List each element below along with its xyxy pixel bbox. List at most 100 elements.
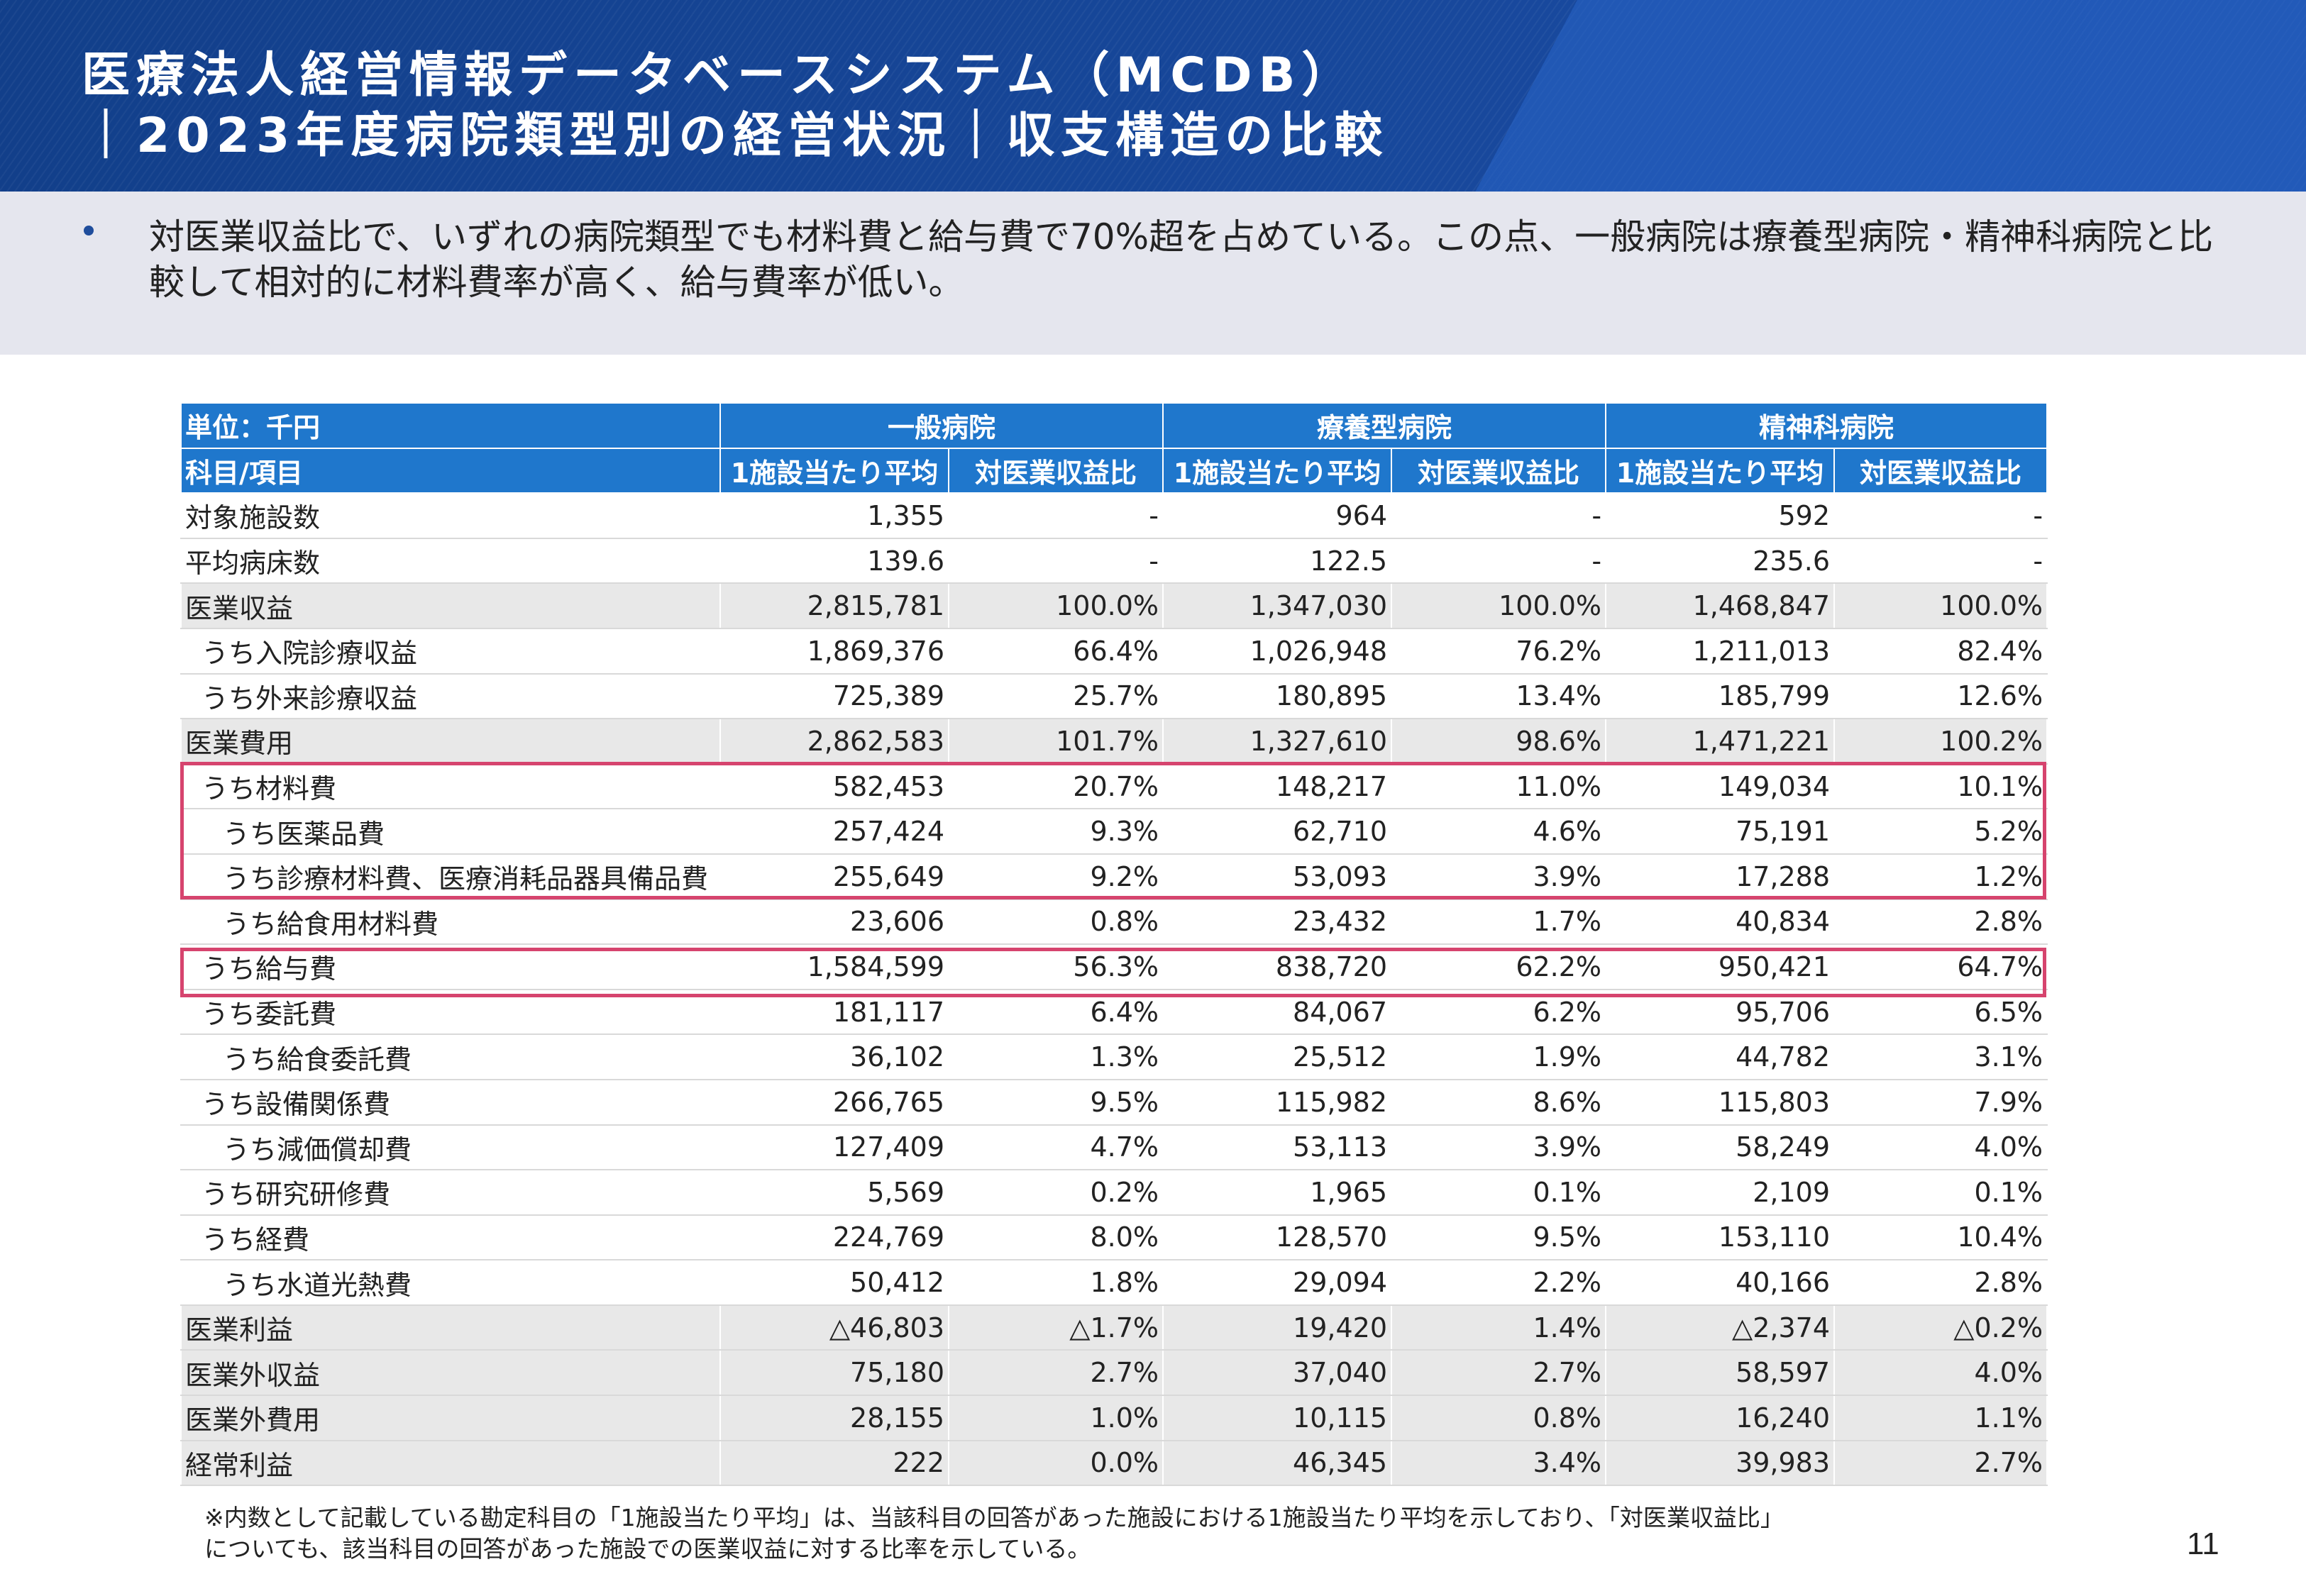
group-general-hospital: 一般病院 bbox=[719, 402, 1164, 449]
subheader-row: 科目/項目 1施設当たり平均 対医業収益比 1施設当たり平均 対医業収益比 1施… bbox=[180, 447, 2048, 494]
cell-average: 62,710 bbox=[1162, 808, 1393, 855]
group-psychiatric-hospital: 精神科病院 bbox=[1605, 402, 2048, 449]
footnote-line: ※内数として記載している勘定科目の「1施設当たり平均」は、当該科目の回答があった… bbox=[204, 1504, 1784, 1531]
subheader-average: 1施設当たり平均 bbox=[1605, 447, 1836, 494]
row-label: うち研究研修費 bbox=[180, 1169, 721, 1216]
footnote: ※内数として記載している勘定科目の「1施設当たり平均」は、当該科目の回答があった… bbox=[204, 1502, 1784, 1565]
cell-average: 255,649 bbox=[719, 853, 949, 900]
cell-average: 10,115 bbox=[1162, 1395, 1393, 1441]
table-row: 医業費用 2,862,583 101.7% 1,327,610 98.6% 1,471,2… bbox=[180, 718, 2048, 765]
cell-average: △46,803 bbox=[719, 1304, 949, 1351]
row-label: うち外来診療収益 bbox=[180, 672, 721, 720]
cell-average: 1,347,030 bbox=[1162, 582, 1393, 629]
cell-average: 1,471,221 bbox=[1605, 718, 1836, 765]
cell-average: 1,468,847 bbox=[1605, 582, 1836, 629]
cell-ratio: 4.0% bbox=[1833, 1124, 2048, 1171]
cell-average: 40,834 bbox=[1605, 898, 1836, 946]
cell-ratio: 0.0% bbox=[947, 1439, 1164, 1487]
table-row: うち設備関係費 266,765 9.5% 115,982 8.6% 115,803 7.9% bbox=[180, 1078, 2048, 1126]
cell-average: 128,570 bbox=[1162, 1214, 1393, 1261]
title-bar: 医療法人経営情報データベースシステム（MCDB） ｜2023年度病院類型別の経営… bbox=[0, 0, 2306, 192]
cell-ratio: - bbox=[947, 492, 1164, 539]
cell-ratio: 2.8% bbox=[1833, 1259, 2048, 1306]
cell-average: 37,040 bbox=[1162, 1349, 1393, 1397]
row-label: うち材料費 bbox=[180, 763, 721, 810]
group-long-term-care-hospital: 療養型病院 bbox=[1162, 402, 1607, 449]
cell-average: 224,769 bbox=[719, 1214, 949, 1261]
cell-ratio: 2.7% bbox=[1391, 1349, 1607, 1397]
row-label: 医業利益 bbox=[180, 1304, 721, 1351]
row-label: 経常利益 bbox=[180, 1439, 721, 1487]
cell-average: 950,421 bbox=[1605, 943, 1836, 990]
subheader-average: 1施設当たり平均 bbox=[1162, 447, 1393, 494]
table-row: 医業外収益 75,180 2.7% 37,040 2.7% 58,597 4.0% bbox=[180, 1349, 2048, 1397]
cell-average: 44,782 bbox=[1605, 1033, 1836, 1080]
cell-ratio: 64.7% bbox=[1833, 943, 2048, 990]
cell-average: 838,720 bbox=[1162, 943, 1393, 990]
table-row: うち給食委託費 36,102 1.3% 25,512 1.9% 44,782 3.1% bbox=[180, 1033, 2048, 1080]
table-row: うち減価償却費 127,409 4.7% 53,113 3.9% 58,249 4.0% bbox=[180, 1124, 2048, 1171]
cell-average: 222 bbox=[719, 1439, 949, 1487]
cell-ratio: 56.3% bbox=[947, 943, 1164, 990]
row-label: 平均病床数 bbox=[180, 537, 721, 584]
cell-ratio: 13.4% bbox=[1391, 672, 1607, 720]
cell-ratio: 2.7% bbox=[947, 1349, 1164, 1397]
row-label: うち給食委託費 bbox=[180, 1033, 721, 1080]
table-row: うち給食用材料費 23,606 0.8% 23,432 1.7% 40,834 2.8% bbox=[180, 898, 2048, 946]
row-label: 医業費用 bbox=[180, 718, 721, 765]
table-row: 対象施設数 1,355-964-592- bbox=[180, 492, 2048, 539]
cell-ratio: 100.0% bbox=[1833, 582, 2048, 629]
cell-average: 58,249 bbox=[1605, 1124, 1836, 1171]
cell-average: 50,412 bbox=[719, 1259, 949, 1306]
cell-ratio: 1.4% bbox=[1391, 1304, 1607, 1351]
cell-ratio: △0.2% bbox=[1833, 1304, 2048, 1351]
row-label: うち給食用材料費 bbox=[180, 898, 721, 946]
cell-ratio: 4.0% bbox=[1833, 1349, 2048, 1397]
cell-ratio: 8.6% bbox=[1391, 1078, 1607, 1126]
cell-ratio: 0.1% bbox=[1391, 1169, 1607, 1216]
subheader-ratio: 対医業収益比 bbox=[1833, 447, 2048, 494]
cell-ratio: 3.9% bbox=[1391, 1124, 1607, 1171]
cell-average: 964 bbox=[1162, 492, 1393, 539]
cell-ratio: 100.0% bbox=[1391, 582, 1607, 629]
cell-ratio: 4.7% bbox=[947, 1124, 1164, 1171]
row-label: 対象施設数 bbox=[180, 492, 721, 539]
cell-ratio: 2.8% bbox=[1833, 898, 2048, 946]
item-header: 科目/項目 bbox=[180, 447, 721, 494]
cell-average: 19,420 bbox=[1162, 1304, 1393, 1351]
cell-ratio: 101.7% bbox=[947, 718, 1164, 765]
cell-ratio: 0.8% bbox=[1391, 1395, 1607, 1441]
row-label: うち医薬品費 bbox=[180, 808, 721, 855]
cell-average: 39,983 bbox=[1605, 1439, 1836, 1487]
cell-ratio: 11.0% bbox=[1391, 763, 1607, 810]
summary-band bbox=[0, 192, 2306, 355]
row-label: 医業外収益 bbox=[180, 1349, 721, 1397]
cell-ratio: 100.0% bbox=[947, 582, 1164, 629]
cell-ratio: 10.1% bbox=[1833, 763, 2048, 810]
cell-average: 1,869,376 bbox=[719, 627, 949, 675]
table-row: うち研究研修費 5,569 0.2% 1,965 0.1% 2,109 0.1% bbox=[180, 1169, 2048, 1216]
row-label: 医業収益 bbox=[180, 582, 721, 629]
cell-average: 1,355 bbox=[719, 492, 949, 539]
cell-average: 53,113 bbox=[1162, 1124, 1393, 1171]
cell-average: 36,102 bbox=[719, 1033, 949, 1080]
cell-ratio: 76.2% bbox=[1391, 627, 1607, 675]
cell-ratio: 100.2% bbox=[1833, 718, 2048, 765]
row-label: うち水道光熱費 bbox=[180, 1259, 721, 1306]
subheader-ratio: 対医業収益比 bbox=[1391, 447, 1607, 494]
row-label: うち減価償却費 bbox=[180, 1124, 721, 1171]
cell-average: 257,424 bbox=[719, 808, 949, 855]
cell-average: 2,815,781 bbox=[719, 582, 949, 629]
bullet-icon bbox=[84, 226, 94, 235]
cell-ratio: - bbox=[1391, 537, 1607, 584]
cell-average: 23,432 bbox=[1162, 898, 1393, 946]
cell-average: 725,389 bbox=[719, 672, 949, 720]
table-row: 医業外費用 28,155 1.0% 10,115 0.8% 16,240 1.1% bbox=[180, 1395, 2048, 1441]
table-row: うち水道光熱費 50,412 1.8% 29,094 2.2% 40,166 2.8% bbox=[180, 1259, 2048, 1306]
cell-ratio: 0.2% bbox=[947, 1169, 1164, 1216]
cell-ratio: 20.7% bbox=[947, 763, 1164, 810]
cell-average: 185,799 bbox=[1605, 672, 1836, 720]
cell-average: 592 bbox=[1605, 492, 1836, 539]
cell-ratio: 9.2% bbox=[947, 853, 1164, 900]
cell-average: 266,765 bbox=[719, 1078, 949, 1126]
